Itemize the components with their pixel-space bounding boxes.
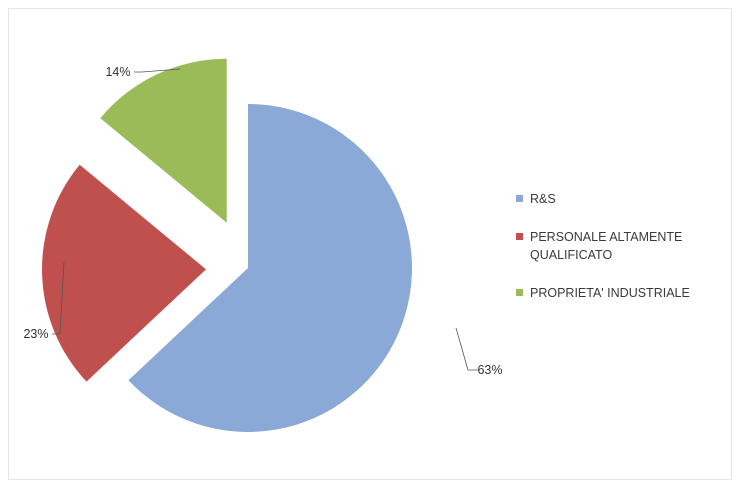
pie-slice-personale [42, 164, 207, 382]
leader-line-rs [455, 327, 478, 371]
legend-label-proprieta: PROPRIETA' INDUSTRIALE [530, 286, 690, 300]
legend-label-personale: PERSONALE ALTAMENTE QUALIFICATO [530, 230, 683, 262]
data-label-personale: 23% [23, 327, 48, 341]
legend-swatch-rs [516, 195, 523, 202]
legend-swatch-personale [516, 233, 523, 240]
leader-line-personale [52, 261, 65, 335]
legend-item-personale: PERSONALE ALTAMENTE QUALIFICATO [514, 228, 734, 264]
legend-label-rs: R&S [530, 192, 556, 206]
legend-swatch-proprieta [516, 289, 523, 296]
pie-slice-rs [128, 104, 412, 432]
data-label-rs: 63% [477, 363, 502, 377]
legend-item-proprieta: PROPRIETA' INDUSTRIALE [514, 284, 734, 302]
data-label-proprieta: 14% [105, 65, 130, 79]
pie-slice-proprieta [100, 58, 227, 223]
legend-item-rs: R&S [514, 190, 734, 208]
legend: R&S PERSONALE ALTAMENTE QUALIFICATO PROP… [514, 190, 734, 322]
leader-line-proprieta [134, 68, 181, 73]
